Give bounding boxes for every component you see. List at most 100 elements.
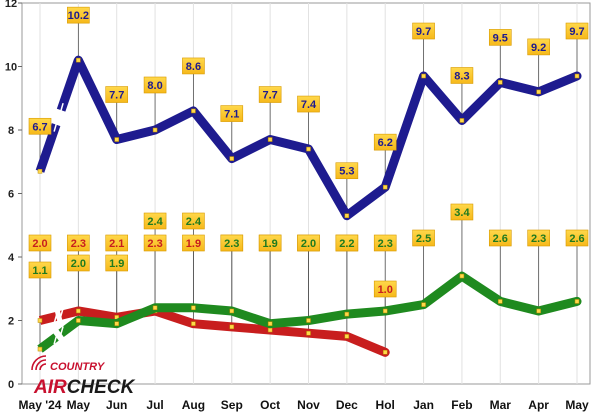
data-label-box — [67, 254, 90, 272]
data-point — [344, 311, 350, 317]
data-label-box — [527, 38, 550, 56]
x-tick-label: Oct — [260, 398, 280, 412]
x-tick-label: Jun — [106, 398, 127, 412]
data-label: 1.0 — [378, 284, 393, 296]
data-label: 2.1 — [109, 238, 124, 250]
data-label: 2.0 — [32, 238, 47, 250]
data-point — [191, 108, 196, 114]
x-tick-label: Jan — [413, 398, 434, 412]
data-point — [421, 302, 426, 307]
country-aircheck-logo: COUNTRY AIRCHECK — [31, 355, 136, 398]
data-point — [536, 89, 541, 95]
data-label-box — [220, 234, 244, 252]
data-label: 9.2 — [531, 42, 546, 54]
x-tick-label: Dec — [336, 398, 358, 412]
data-point — [37, 346, 43, 352]
series-line-stub — [35, 123, 61, 173]
x-tick-label: Aug — [182, 398, 205, 412]
series-line — [73, 271, 582, 329]
data-point — [114, 137, 119, 142]
data-point — [152, 305, 158, 311]
data-label: 2.4 — [186, 216, 202, 228]
data-label-box — [373, 234, 397, 252]
x-tick-label: Hol — [376, 398, 395, 412]
data-label-box — [182, 57, 205, 75]
data-label-box — [143, 234, 167, 252]
data-point — [114, 321, 119, 326]
data-point — [498, 80, 503, 85]
data-label: 1.9 — [109, 258, 124, 270]
data-label-box — [373, 133, 397, 151]
data-point — [344, 213, 350, 218]
data-label-box — [28, 234, 52, 252]
data-point — [191, 321, 196, 326]
data-label-box — [143, 76, 167, 94]
data-point — [459, 273, 465, 279]
data-label: 2.4 — [147, 216, 163, 228]
data-point — [536, 308, 541, 314]
axis-break-mark — [53, 117, 59, 132]
data-label: 2.6 — [493, 233, 508, 245]
data-label: 9.7 — [416, 26, 431, 38]
data-point — [574, 73, 580, 79]
axis-break-mark — [53, 309, 59, 324]
data-label-box — [105, 234, 129, 252]
data-point — [267, 327, 273, 333]
axis-break-mark — [58, 102, 64, 118]
data-label: 2.6 — [569, 233, 584, 245]
data-point — [37, 318, 43, 323]
data-label-box — [488, 29, 512, 46]
x-tick-label: Nov — [297, 398, 320, 412]
data-point — [421, 73, 426, 79]
data-label-box — [335, 162, 359, 180]
data-label-box — [412, 229, 435, 247]
y-tick-label: 6 — [8, 189, 14, 201]
x-tick-label: Mar — [490, 398, 512, 412]
x-tick-label: Apr — [528, 398, 549, 412]
data-label-box — [220, 105, 244, 122]
leader-lines — [39, 23, 578, 353]
axis-layer: 0 2 4 6 8 10 12 May '24 May Jun Jul Aug Sep Oct Nov Dec… — [5, 0, 589, 412]
data-point — [191, 305, 196, 311]
data-label-box — [565, 22, 589, 40]
data-label-box — [488, 229, 512, 247]
x-tick-label: May — [565, 398, 589, 412]
data-label-box — [258, 86, 282, 103]
data-point — [574, 299, 580, 304]
y-tick-label: 0 — [8, 379, 14, 391]
data-label: 1.9 — [186, 238, 201, 250]
data-point — [76, 57, 81, 63]
data-label: 7.7 — [109, 90, 124, 102]
data-label-box — [67, 6, 90, 24]
y-tick-label: 12 — [5, 0, 17, 10]
y-tick-label: 10 — [5, 62, 17, 74]
svg-text:AIRCHECK: AIRCHECK — [33, 377, 136, 398]
data-label: 2.3 — [147, 238, 162, 250]
data-label-box — [105, 254, 129, 272]
data-label: 2.2 — [339, 238, 354, 250]
data-label: 2.3 — [71, 238, 86, 250]
data-point — [382, 350, 388, 355]
logo-country-text: COUNTRY — [50, 361, 106, 373]
axis-break-mark — [53, 329, 59, 345]
data-label: 2.0 — [71, 258, 86, 270]
data-point — [267, 321, 273, 326]
data-point — [306, 146, 311, 152]
data-label: 5.3 — [339, 166, 354, 178]
data-label-box — [28, 261, 52, 279]
data-label-box — [67, 234, 90, 252]
y-tick-label: 2 — [8, 316, 14, 328]
data-point — [267, 137, 273, 142]
data-point — [229, 156, 235, 161]
x-tick-label: May — [67, 398, 91, 412]
data-point — [37, 169, 43, 174]
data-label: 6.2 — [378, 137, 393, 149]
data-label-box — [182, 212, 205, 230]
data-label: 7.4 — [301, 99, 317, 111]
data-label-box — [297, 234, 320, 252]
data-label-box — [527, 229, 550, 247]
x-tick-label: Sep — [221, 398, 243, 412]
series-line-stub — [37, 333, 59, 353]
data-label: 8.6 — [186, 61, 201, 73]
